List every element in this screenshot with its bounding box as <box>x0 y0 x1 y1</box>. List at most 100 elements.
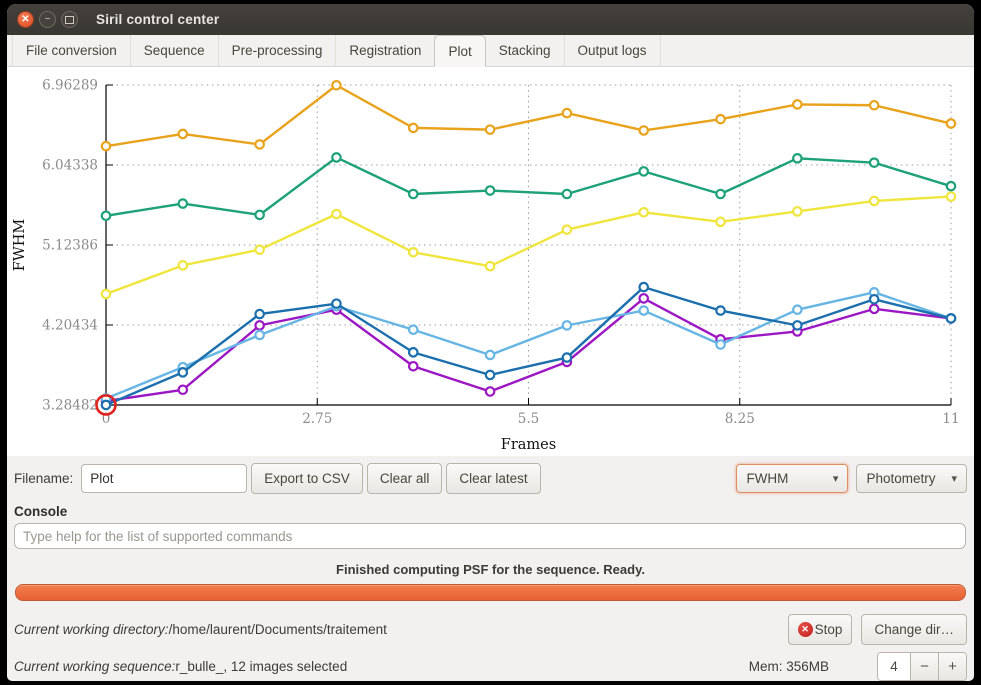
data-point-yellow-7[interactable] <box>638 206 650 218</box>
data-point-blue-11[interactable] <box>945 313 957 324</box>
data-point-yellow-4[interactable] <box>407 246 419 258</box>
console-command-input[interactable] <box>14 523 966 550</box>
data-point-orange-6[interactable] <box>561 107 573 119</box>
data-point-purple-4[interactable] <box>407 360 419 372</box>
data-point-yellow-10[interactable] <box>868 195 880 207</box>
titlebar[interactable]: ✕ − Siril control center <box>7 4 974 35</box>
data-point-light-blue-4[interactable] <box>407 324 419 336</box>
data-point-blue-4[interactable] <box>407 347 419 358</box>
data-point-blue-2[interactable] <box>254 308 265 320</box>
stop-button[interactable]: ✕ Stop <box>787 614 853 645</box>
data-point-orange-7[interactable] <box>638 125 650 136</box>
data-point-blue-6[interactable] <box>561 352 573 363</box>
data-point-yellow-2[interactable] <box>254 244 265 255</box>
series-line-orange <box>104 84 953 148</box>
data-point-green-6[interactable] <box>561 188 573 200</box>
data-point-yellow-5[interactable] <box>484 260 496 272</box>
export-csv-button[interactable]: Export to CSV <box>251 463 363 494</box>
data-point-orange-1[interactable] <box>177 128 189 140</box>
photometry-label: Photometry <box>866 471 936 486</box>
data-point-blue-7[interactable] <box>638 281 650 293</box>
data-point-blue-1[interactable] <box>177 367 189 378</box>
y-tick-label: 5.12386 <box>42 237 98 253</box>
data-point-light-blue-9[interactable] <box>792 304 803 316</box>
fwhm-plot-area[interactable]: 3.28482 4.20434 5.12386 6.04338 6.96289 0 2.75… <box>7 67 974 456</box>
data-point-purple-7[interactable] <box>638 293 650 304</box>
filename-input[interactable] <box>81 464 248 493</box>
data-point-yellow-3[interactable] <box>331 208 342 220</box>
change-dir-button[interactable]: Change dir… <box>861 614 967 645</box>
data-point-purple-10[interactable] <box>868 303 880 315</box>
data-point-light-blue-6[interactable] <box>561 320 573 331</box>
data-point-yellow-6[interactable] <box>561 224 573 235</box>
data-point-blue-5[interactable] <box>484 369 496 381</box>
data-point-green-8[interactable] <box>715 188 726 200</box>
data-point-purple-1[interactable] <box>177 384 189 396</box>
data-point-green-5[interactable] <box>484 185 496 196</box>
tab-stacking[interactable]: Stacking <box>486 35 565 66</box>
data-point-yellow-8[interactable] <box>715 216 726 228</box>
data-point-orange-2[interactable] <box>254 139 265 150</box>
data-point-purple-2[interactable] <box>254 320 265 331</box>
data-point-blue-8[interactable] <box>715 305 726 316</box>
data-point-orange-5[interactable] <box>484 124 496 135</box>
data-point-blue-9[interactable] <box>792 320 803 331</box>
data-point-light-blue-8[interactable] <box>715 339 726 350</box>
data-point-blue-10[interactable] <box>868 293 880 305</box>
series-line-green <box>104 156 953 217</box>
data-point-light-blue-7[interactable] <box>638 305 650 316</box>
close-icon[interactable]: ✕ <box>17 11 34 28</box>
data-point-purple-5[interactable] <box>484 386 496 397</box>
tab-pre-processing[interactable]: Pre-processing <box>219 35 337 66</box>
clear-latest-button[interactable]: Clear latest <box>446 463 541 494</box>
data-point-green-4[interactable] <box>407 188 419 200</box>
series-line-purple <box>104 297 953 403</box>
clear-all-button[interactable]: Clear all <box>366 463 443 494</box>
data-point-yellow-0[interactable] <box>100 288 112 300</box>
photometry-dropdown[interactable]: Photometry ▾ <box>856 464 967 493</box>
data-point-green-10[interactable] <box>868 157 880 168</box>
data-point-orange-4[interactable] <box>407 122 419 134</box>
data-point-yellow-1[interactable] <box>177 260 189 271</box>
plot-metric-dropdown[interactable]: FWHM ▾ <box>736 464 849 493</box>
data-point-green-1[interactable] <box>177 198 189 209</box>
sequence-label: Current working sequence: <box>14 659 176 674</box>
data-point-orange-0[interactable] <box>100 140 112 152</box>
chevron-down-icon: ▾ <box>951 473 957 485</box>
data-point-light-blue-2[interactable] <box>254 329 265 341</box>
data-point-orange-11[interactable] <box>945 118 957 129</box>
tab-output-logs[interactable]: Output logs <box>565 35 661 66</box>
data-point-green-11[interactable] <box>945 180 957 192</box>
filename-label: Filename: <box>14 471 74 486</box>
data-point-light-blue-5[interactable] <box>484 349 496 361</box>
fwhm-chart[interactable]: 3.28482 4.20434 5.12386 6.04338 6.96289 0 2.75… <box>7 67 974 456</box>
tab-sequence[interactable]: Sequence <box>131 35 219 66</box>
minimize-icon[interactable]: − <box>39 11 56 28</box>
tab-file-conversion[interactable]: File conversion <box>12 35 131 66</box>
spinner-increment-button[interactable]: + <box>938 653 966 680</box>
data-point-green-2[interactable] <box>254 209 265 221</box>
threads-value[interactable]: 4 <box>878 653 910 680</box>
data-point-green-9[interactable] <box>792 153 803 164</box>
data-point-blue-3[interactable] <box>331 298 342 309</box>
tab-registration[interactable]: Registration <box>336 35 436 66</box>
status-message: Finished computing PSF for the sequence.… <box>336 562 645 578</box>
data-point-orange-10[interactable] <box>868 99 880 111</box>
x-tick-label: 5.5 <box>518 411 539 427</box>
spinner-decrement-button[interactable]: − <box>910 653 938 680</box>
data-point-blue-0[interactable] <box>100 399 112 411</box>
data-point-yellow-9[interactable] <box>792 206 803 217</box>
data-point-green-3[interactable] <box>331 152 342 163</box>
plot-metric-value: FWHM <box>746 471 789 486</box>
y-tick-label: 6.04338 <box>42 157 98 173</box>
data-point-yellow-11[interactable] <box>945 191 957 202</box>
data-point-green-7[interactable] <box>638 166 650 177</box>
data-point-green-0[interactable] <box>100 210 112 222</box>
data-point-orange-9[interactable] <box>792 99 803 110</box>
x-axis-title: Frames <box>501 437 556 453</box>
data-point-orange-3[interactable] <box>331 79 342 91</box>
tab-plot[interactable]: Plot <box>434 35 486 67</box>
maximize-icon[interactable] <box>61 11 78 28</box>
data-point-orange-8[interactable] <box>715 113 726 125</box>
